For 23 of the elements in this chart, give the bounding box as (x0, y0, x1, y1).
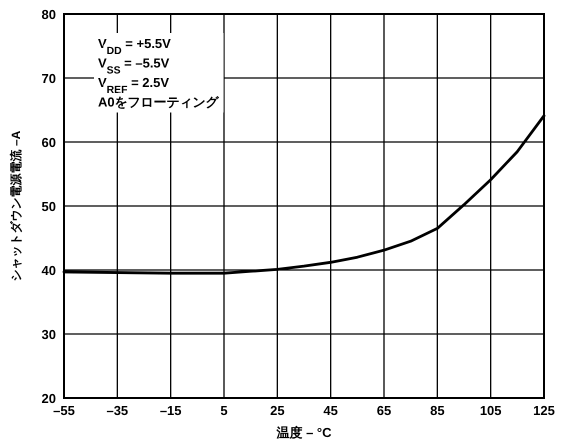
y-tick-label: 80 (42, 7, 56, 22)
annotation: V$_{REF}$ = 2.5V (98, 75, 170, 96)
y-tick-label: 50 (42, 199, 56, 214)
x-tick-label: 125 (533, 403, 555, 418)
y-tick-label: 20 (42, 391, 56, 406)
x-tick-label: –35 (106, 403, 128, 418)
y-tick-label: 60 (42, 135, 56, 150)
y-tick-label: 70 (42, 71, 56, 86)
x-tick-label: –55 (53, 403, 75, 418)
x-tick-label: 25 (270, 403, 285, 418)
y-tick-label: 30 (42, 327, 56, 342)
x-tick-label: 105 (480, 403, 502, 418)
x-tick-label: 5 (220, 403, 228, 418)
y-tick-label: 40 (42, 263, 56, 278)
x-tick-label: 65 (376, 403, 392, 418)
x-tick-label: –15 (160, 403, 182, 418)
annotation: V$_{DD}$ = +5.5V (98, 36, 172, 56)
y-axis-title: シャットダウン電源電流 –A (9, 130, 23, 282)
x-axis-title: 温度 – °C (275, 425, 332, 440)
x-tick-label: 45 (323, 403, 338, 418)
annotation: A0をフローティング (98, 94, 220, 110)
annotation: V$_{SS}$ = –5.5V (98, 56, 170, 76)
x-tick-label: 85 (430, 403, 445, 418)
